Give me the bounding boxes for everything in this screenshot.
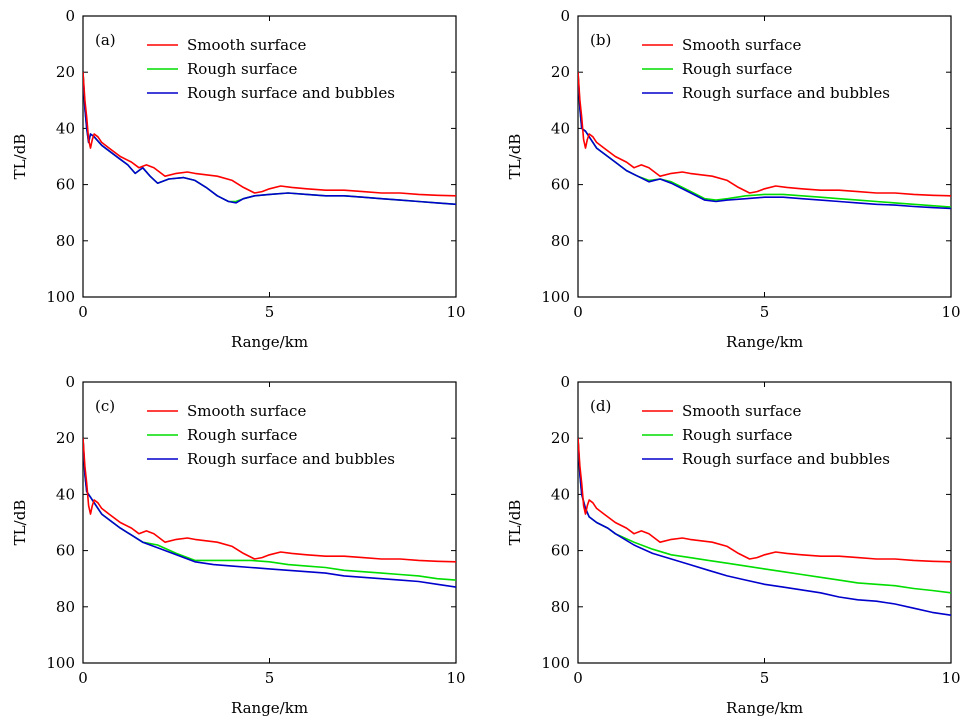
panel-b-ytick-label-20: 20 bbox=[551, 63, 570, 81]
panel-a-ytick-label-20: 20 bbox=[56, 63, 75, 81]
panel-c-x-axis-label: Range/km bbox=[231, 699, 308, 717]
panel-c-xtick-label-10: 10 bbox=[446, 669, 465, 687]
panel-a-legend-label-smooth-surface: Smooth surface bbox=[187, 36, 306, 54]
panel-c-label: (c) bbox=[95, 397, 115, 415]
panel-d-ytick-label-100: 100 bbox=[541, 654, 570, 672]
panel-d-ytick-label-40: 40 bbox=[551, 485, 570, 503]
panel-b-ytick-label-0: 0 bbox=[560, 7, 570, 25]
panel-d-label: (d) bbox=[590, 397, 611, 415]
panel-a-axes-frame bbox=[82, 15, 457, 298]
panel-c-ytick-label-40: 40 bbox=[56, 485, 75, 503]
panel-b-label: (b) bbox=[590, 31, 611, 49]
panel-b-xtick-label-0: 0 bbox=[573, 303, 583, 321]
panel-d-legend-label-rough-surface-bubbles: Rough surface and bubbles bbox=[682, 450, 890, 468]
panel-a-ytick-label-40: 40 bbox=[56, 119, 75, 137]
panel-b-x-axis-label: Range/km bbox=[726, 333, 803, 351]
panel-d-ytick-label-0: 0 bbox=[560, 373, 570, 391]
panel-d-x-axis-label: Range/km bbox=[726, 699, 803, 717]
panel-a-line-rough-surface-bubbles bbox=[83, 72, 456, 206]
panel-a-label: (a) bbox=[95, 31, 116, 49]
panel-c-xtick-label-5: 5 bbox=[265, 669, 275, 687]
panel-d-axes-frame bbox=[577, 381, 952, 664]
panel-a-legend-label-rough-surface-bubbles: Rough surface and bubbles bbox=[187, 84, 395, 102]
panel-a-xtick-label-0: 0 bbox=[78, 303, 88, 321]
panel-d-xtick-label-10: 10 bbox=[941, 669, 960, 687]
panel-d-legend-label-smooth-surface: Smooth surface bbox=[682, 402, 801, 420]
panel-c-legend-label-rough-surface-bubbles: Rough surface and bubbles bbox=[187, 450, 395, 468]
panel-b-ytick-label-60: 60 bbox=[551, 176, 570, 194]
panel-b-line-smooth-surface bbox=[578, 72, 951, 197]
panel-d-line-smooth-surface bbox=[578, 438, 951, 563]
panel-b-y-axis-label: TL/dB bbox=[506, 134, 524, 180]
panel-c-xtick-label-0: 0 bbox=[78, 669, 88, 687]
panel-a-ytick-label-60: 60 bbox=[56, 176, 75, 194]
panel-a-ytick-label-100: 100 bbox=[46, 288, 75, 306]
panel-d-xtick-label-0: 0 bbox=[573, 669, 583, 687]
panel-d-line-rough-surface-bubbles bbox=[578, 438, 951, 616]
panel-c-line-smooth-surface bbox=[83, 438, 456, 563]
panel-c-y-axis-label: TL/dB bbox=[11, 500, 29, 546]
panel-b-xtick-label-5: 5 bbox=[760, 303, 770, 321]
panel-b-legend-label-rough-surface: Rough surface bbox=[682, 60, 792, 78]
panel-c-line-rough-surface-bubbles bbox=[83, 438, 456, 588]
panel-a-xtick-label-10: 10 bbox=[446, 303, 465, 321]
panel-d-xtick-label-5: 5 bbox=[760, 669, 770, 687]
panel-b-legend-label-rough-surface-bubbles: Rough surface and bubbles bbox=[682, 84, 890, 102]
panel-a-xtick-label-5: 5 bbox=[265, 303, 275, 321]
panel-c-ytick-label-60: 60 bbox=[56, 542, 75, 560]
panel-c-ytick-label-80: 80 bbox=[56, 598, 75, 616]
panel-a-y-axis-label: TL/dB bbox=[11, 134, 29, 180]
panel-a-legend-label-rough-surface: Rough surface bbox=[187, 60, 297, 78]
panel-b-line-rough-surface-bubbles bbox=[578, 72, 951, 210]
panel-d-ytick-label-80: 80 bbox=[551, 598, 570, 616]
panel-a-line-smooth-surface bbox=[83, 72, 456, 197]
panel-b-ytick-label-100: 100 bbox=[541, 288, 570, 306]
panel-a-ytick-label-0: 0 bbox=[65, 7, 75, 25]
panel-a-ytick-label-80: 80 bbox=[56, 232, 75, 250]
panel-b-legend-label-smooth-surface: Smooth surface bbox=[682, 36, 801, 54]
panel-a-x-axis-label: Range/km bbox=[231, 333, 308, 351]
panel-c-legend-label-smooth-surface: Smooth surface bbox=[187, 402, 306, 420]
panel-d-ytick-label-60: 60 bbox=[551, 542, 570, 560]
panel-b-axes-frame bbox=[577, 15, 952, 298]
panel-d-ytick-label-20: 20 bbox=[551, 429, 570, 447]
panel-b-ytick-label-40: 40 bbox=[551, 119, 570, 137]
panel-c-ytick-label-100: 100 bbox=[46, 654, 75, 672]
panel-b-ytick-label-80: 80 bbox=[551, 232, 570, 250]
panel-c-ytick-label-0: 0 bbox=[65, 373, 75, 391]
panel-d-y-axis-label: TL/dB bbox=[506, 500, 524, 546]
panel-c-ytick-label-20: 20 bbox=[56, 429, 75, 447]
panel-c-legend-label-rough-surface: Rough surface bbox=[187, 426, 297, 444]
panel-b-xtick-label-10: 10 bbox=[941, 303, 960, 321]
panel-c-axes-frame bbox=[82, 381, 457, 664]
panel-d-legend-label-rough-surface: Rough surface bbox=[682, 426, 792, 444]
